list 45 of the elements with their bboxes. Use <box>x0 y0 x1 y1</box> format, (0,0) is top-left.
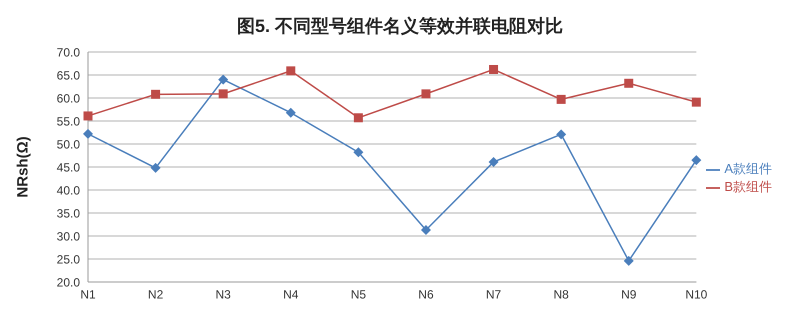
y-tick-label: 45.0 <box>56 160 80 174</box>
point <box>353 147 364 158</box>
legend-label: A款组件 <box>724 161 772 176</box>
x-tick-label: N9 <box>621 288 637 302</box>
y-axis-title: NRsh(Ω) <box>14 136 32 198</box>
y-tick-label: 20.0 <box>56 275 80 290</box>
point <box>488 156 499 167</box>
point <box>624 256 634 266</box>
point <box>354 113 363 122</box>
point <box>556 129 566 140</box>
x-tick-label: N6 <box>418 288 434 302</box>
point <box>218 89 228 98</box>
y-tick-label: 55.0 <box>56 114 80 128</box>
x-tick-label: N5 <box>350 288 366 302</box>
point <box>84 111 92 120</box>
point <box>624 78 634 88</box>
x-tick-label: N4 <box>283 288 299 302</box>
y-tick-label: 30.0 <box>56 229 80 244</box>
y-tick-label: 60.0 <box>56 91 80 106</box>
point <box>150 162 161 173</box>
point <box>151 90 160 99</box>
y-tick-label: 40.0 <box>56 183 80 198</box>
point <box>83 128 93 139</box>
y-tick-label: 50.0 <box>56 137 80 152</box>
point <box>489 64 498 74</box>
point <box>692 98 701 107</box>
point <box>286 108 296 118</box>
x-tick-label: N8 <box>553 288 570 302</box>
point <box>421 89 430 98</box>
x-tick-label: N2 <box>148 288 164 302</box>
x-tick-label: N3 <box>216 288 232 302</box>
x-tick-label: N7 <box>486 288 502 302</box>
x-tick-label: N1 <box>80 288 96 302</box>
chart-title: 图5. 不同型号组件名义等效并联电阻对比 <box>236 15 564 38</box>
point <box>691 155 702 166</box>
y-tick-label: 25.0 <box>56 252 80 266</box>
legend-label: B款组件 <box>724 179 772 194</box>
y-tick-label: 35.0 <box>56 206 80 220</box>
y-tick-label: 70.0 <box>56 45 80 60</box>
x-tick-label: N10 <box>685 288 708 302</box>
point <box>420 225 431 236</box>
point <box>556 94 566 104</box>
y-tick-label: 65.0 <box>56 68 80 82</box>
point <box>218 74 228 85</box>
point <box>286 66 296 76</box>
